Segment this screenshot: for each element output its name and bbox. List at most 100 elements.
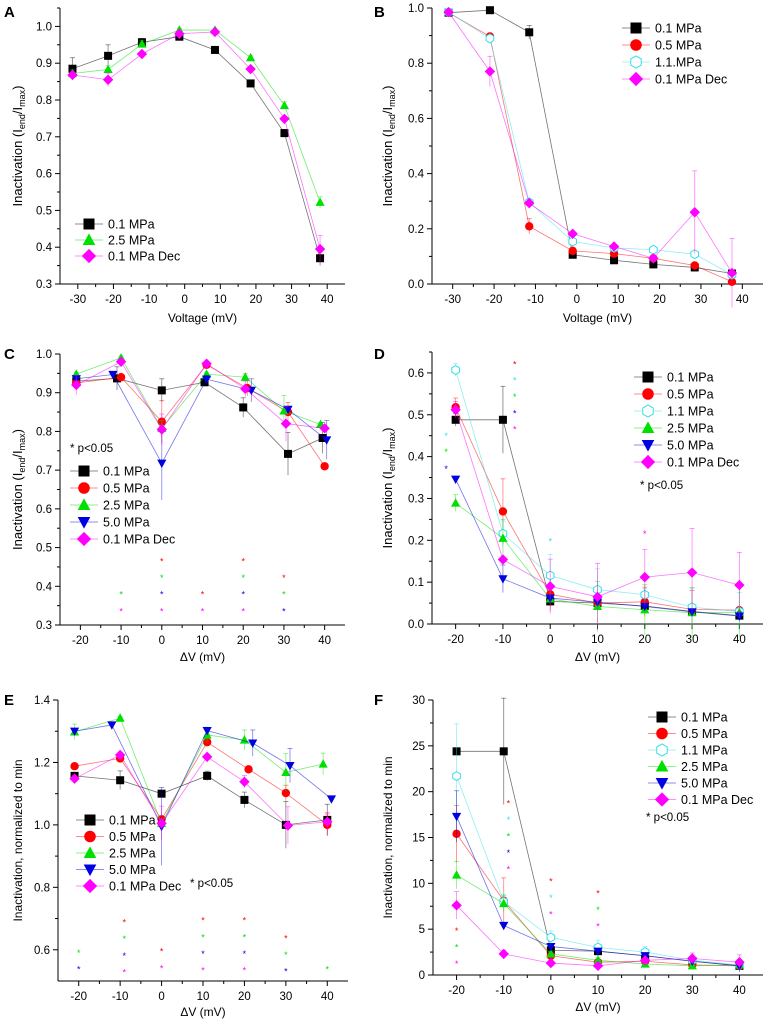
data-point xyxy=(116,776,125,785)
significance-star: * xyxy=(444,431,448,441)
x-tick-label: -10 xyxy=(495,985,512,997)
x-tick-label: -10 xyxy=(495,634,512,646)
significance-star: * xyxy=(123,918,127,928)
y-tick-label: 1.0 xyxy=(34,820,50,832)
series-0-1-mpa-dec xyxy=(69,749,333,845)
significance-star: * xyxy=(243,949,247,959)
x-tick-label: -20 xyxy=(72,635,89,647)
significance-star: * xyxy=(596,922,600,932)
significance-star: * xyxy=(549,893,553,903)
significance-star: * xyxy=(119,590,123,600)
x-tick-label: 10 xyxy=(197,991,210,1003)
x-tick-label: 40 xyxy=(733,634,746,646)
data-point xyxy=(319,423,330,434)
data-point xyxy=(592,591,603,602)
legend-item: 0.1 MPa xyxy=(648,711,728,725)
legend-item: 0.1 MPa Dec xyxy=(648,792,753,807)
data-point xyxy=(734,956,745,968)
x-axis-label: Voltage (mV) xyxy=(563,311,632,325)
legend-label: 0.5 MPa xyxy=(109,830,156,844)
data-point xyxy=(450,404,461,415)
y-tick-label: 0.6 xyxy=(408,368,424,380)
y-axis-label-part: ) xyxy=(10,86,25,90)
data-point xyxy=(239,403,248,412)
y-tick-label: 1.0 xyxy=(408,3,424,15)
data-point xyxy=(593,955,603,964)
panel-label: D xyxy=(374,346,385,363)
legend-item: 5.0 MPa xyxy=(634,439,714,453)
x-tick-label: 40 xyxy=(318,635,331,647)
legend-label: 5.0 MPa xyxy=(109,863,156,877)
x-tick-label: 20 xyxy=(238,991,251,1003)
data-point xyxy=(326,795,337,804)
significance-star: * xyxy=(243,915,247,925)
y-axis-label-part: max xyxy=(17,89,27,107)
significance-star: * xyxy=(123,934,127,944)
data-point xyxy=(280,129,289,138)
y-axis-label-part: end xyxy=(17,114,27,129)
series-line xyxy=(74,724,332,828)
data-point xyxy=(498,415,507,424)
data-point xyxy=(70,761,79,771)
significance-star: * xyxy=(284,933,288,943)
legend-item: 0.5 MPa xyxy=(648,727,728,741)
panel-a: A -30 -20 -10 0 10 20 30 40 0.3 0.4 0.5 0.6 0.7 0.8 0.9… xyxy=(4,4,345,325)
x-tick-label: 0 xyxy=(181,294,187,306)
data-point xyxy=(452,771,461,782)
panel-label: E xyxy=(4,692,14,709)
y-tick-label: 0.3 xyxy=(36,279,52,291)
significance-star: * xyxy=(513,359,517,369)
data-point xyxy=(734,579,745,591)
significance-star: * xyxy=(160,557,164,567)
y-tick-label: 0.8 xyxy=(36,95,52,107)
data-point xyxy=(315,197,325,206)
data-point xyxy=(279,100,290,110)
significance-star: * xyxy=(596,905,600,915)
x-tick-label: 20 xyxy=(237,635,250,647)
y-axis-label-part: end xyxy=(387,456,397,471)
significance-star: * xyxy=(455,959,459,969)
data-point xyxy=(240,383,251,395)
legend-label: 0.1 MPa Dec xyxy=(655,73,727,87)
x-tick-label: -20 xyxy=(448,985,465,997)
legend-item: 0.1 MPa xyxy=(622,22,702,36)
legend-item: 2.5 MPa xyxy=(634,421,714,436)
data-point xyxy=(314,243,326,255)
legend-label: 0.5 MPa xyxy=(103,482,150,496)
significance-star: * xyxy=(243,965,247,975)
panel-f: F -20 -10 0 10 20 30 40 0 5 10 15 20 25 30 ΔV (mV) Inact… xyxy=(374,692,763,1014)
y-tick-label: 15 xyxy=(412,833,425,845)
data-point xyxy=(71,379,82,391)
data-point xyxy=(451,365,460,375)
y-tick-label: 1.2 xyxy=(34,757,50,769)
x-tick-label: -20 xyxy=(105,294,122,306)
series-0-1-mpa-dec xyxy=(450,400,745,631)
data-point xyxy=(245,52,256,62)
legend-marker xyxy=(655,759,669,772)
series-line xyxy=(76,374,327,465)
data-point xyxy=(545,957,557,969)
data-point xyxy=(137,39,147,48)
legend: 0.1 MPa 0.5 MPa 1.1.MPa 0.1 MPa Dec xyxy=(622,22,727,87)
y-tick-label: 10 xyxy=(412,878,425,890)
significance-star: * xyxy=(201,932,205,942)
legend-label: 0.1 MPa Dec xyxy=(109,880,181,894)
panel-label: C xyxy=(4,346,15,363)
x-tick-label: 30 xyxy=(278,635,291,647)
legend-marker xyxy=(83,846,97,858)
x-tick-label: 30 xyxy=(279,991,292,1003)
y-tick-label: 0.1 xyxy=(408,577,424,589)
y-axis-label: Inactivation (Iend/Imax) xyxy=(10,86,27,207)
data-point xyxy=(525,28,534,37)
series-2-5-mpa xyxy=(69,713,328,827)
data-point xyxy=(485,33,495,44)
y-tick-label: 5 xyxy=(419,924,425,936)
significance-star: * xyxy=(160,573,164,583)
y-axis-label-part: end xyxy=(17,458,27,473)
y-axis-label-part: /I xyxy=(10,450,25,457)
x-tick-label: 20 xyxy=(638,634,651,646)
panel-e: E -20 -10 0 10 20 30 40 0.6 0.8 1.0 1.2 1.4 ΔV (mV) In… xyxy=(4,692,348,1019)
data-point xyxy=(639,955,651,966)
x-tick-label: -30 xyxy=(70,294,87,306)
legend-marker xyxy=(630,22,642,34)
